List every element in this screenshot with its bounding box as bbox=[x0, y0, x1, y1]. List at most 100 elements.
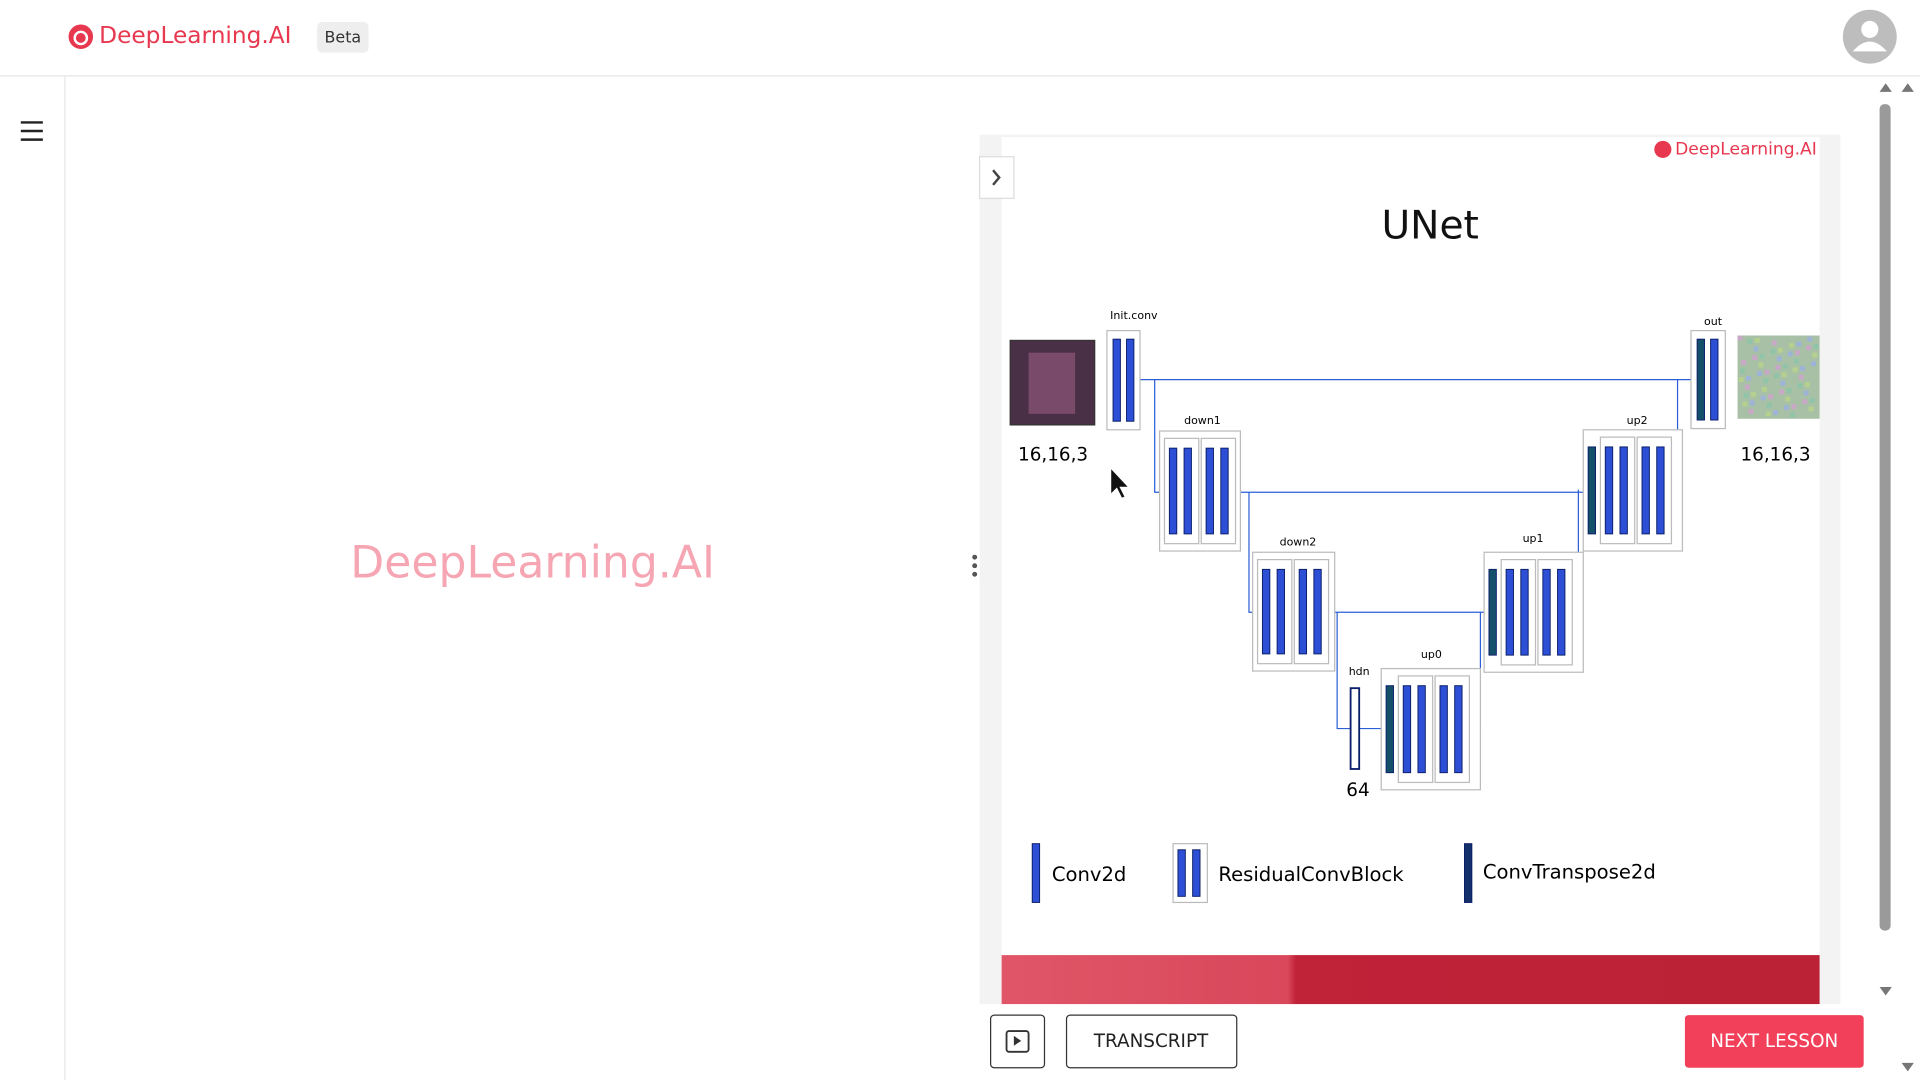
layer-bar bbox=[1604, 446, 1614, 535]
video-placeholder: DeepLearning.AI bbox=[350, 538, 715, 589]
noise-pixel bbox=[1758, 362, 1764, 368]
noise-pixel bbox=[1775, 364, 1781, 370]
noise-pixel bbox=[1763, 378, 1769, 384]
layer-bar bbox=[1349, 687, 1361, 770]
layer-bar bbox=[1464, 843, 1473, 903]
noise-pixel bbox=[1812, 352, 1818, 358]
block-label: up2 bbox=[1627, 414, 1648, 427]
transcript-button[interactable] bbox=[1065, 1014, 1238, 1069]
noise-pixel bbox=[1781, 372, 1787, 378]
noise-pixel bbox=[1771, 340, 1777, 346]
slide-title: UNet bbox=[1381, 203, 1478, 248]
noise-pixel bbox=[1752, 355, 1758, 360]
noise-pixel bbox=[1742, 401, 1748, 407]
bottleneck-size: 64 bbox=[1346, 780, 1369, 801]
layer-bar bbox=[1587, 446, 1596, 535]
panel-toggle[interactable] bbox=[978, 156, 1015, 199]
video-icon bbox=[1005, 1030, 1030, 1053]
play-icon bbox=[1013, 1035, 1022, 1046]
menu-button[interactable] bbox=[20, 121, 43, 141]
layer-bar bbox=[1313, 568, 1322, 655]
noise-pixel bbox=[1808, 406, 1814, 412]
next-lesson-label: NEXT LESSON bbox=[1710, 1031, 1838, 1052]
noise-pixel bbox=[1790, 412, 1796, 418]
legend-label: ResidualConvBlock bbox=[1218, 863, 1404, 886]
noise-pixel bbox=[1751, 391, 1756, 397]
layer-bar bbox=[1619, 446, 1628, 535]
noise-pixel bbox=[1738, 377, 1744, 383]
block-label: up0 bbox=[1421, 648, 1442, 661]
layer-bar bbox=[1439, 685, 1448, 774]
noise-pixel bbox=[1782, 363, 1788, 369]
noise-pixel bbox=[1770, 348, 1776, 354]
beta-badge bbox=[317, 22, 369, 53]
layer-bar bbox=[1557, 568, 1566, 656]
block-label: hdn bbox=[1349, 665, 1370, 678]
noise-pixel bbox=[1791, 404, 1797, 409]
layer-bar bbox=[1031, 843, 1041, 903]
layer-bar bbox=[1261, 568, 1271, 655]
noise-pixel bbox=[1800, 366, 1805, 372]
slide-footer bbox=[1001, 955, 1820, 1005]
noise-pixel bbox=[1762, 386, 1767, 392]
layer-bar bbox=[1656, 446, 1665, 535]
logo-icon-inner bbox=[73, 30, 89, 46]
chevron bbox=[992, 169, 1001, 186]
layer-bar bbox=[1641, 446, 1650, 535]
scrollbar-thumb[interactable] bbox=[1879, 104, 1891, 931]
noise-pixel bbox=[1766, 402, 1772, 408]
noise-pixel bbox=[1807, 336, 1813, 342]
noise-pixel bbox=[1802, 399, 1808, 405]
layer-bar bbox=[1402, 685, 1412, 774]
input-image-sprite bbox=[1028, 352, 1076, 414]
layer-bar bbox=[1710, 338, 1719, 421]
noise-pixel bbox=[1809, 397, 1815, 403]
layer-bar bbox=[1112, 338, 1121, 422]
resize-handle[interactable] bbox=[972, 554, 978, 577]
brand[interactable]: DeepLearning.AI bbox=[99, 22, 291, 49]
slide-logo-icon bbox=[1654, 140, 1672, 158]
noise-pixel bbox=[1741, 360, 1747, 365]
layer-bar bbox=[1454, 685, 1463, 774]
layer-bar bbox=[1488, 568, 1497, 656]
noise-pixel bbox=[1798, 374, 1804, 380]
noise-pixel bbox=[1796, 341, 1802, 347]
block-label: down1 bbox=[1184, 414, 1221, 427]
noise-pixel bbox=[1792, 367, 1798, 373]
noise-pixel bbox=[1746, 375, 1752, 381]
beta-label: Beta bbox=[325, 27, 362, 46]
noise-pixel bbox=[1784, 405, 1789, 411]
block-label: down2 bbox=[1280, 535, 1317, 548]
layer-bar bbox=[1417, 685, 1426, 774]
input-shape: 16,16,3 bbox=[1018, 445, 1088, 466]
noise-pixel bbox=[1776, 356, 1782, 362]
noise-pixel bbox=[1774, 373, 1780, 379]
noise-pixel bbox=[1786, 388, 1792, 394]
block-frame bbox=[1690, 330, 1726, 430]
layer-bar bbox=[1276, 568, 1285, 655]
noise-pixel bbox=[1795, 350, 1800, 356]
noise-pixel bbox=[1787, 351, 1793, 357]
layer-bar bbox=[1168, 447, 1178, 535]
layer-bar bbox=[1505, 568, 1514, 656]
noise-pixel bbox=[1777, 347, 1783, 353]
block-label: up1 bbox=[1523, 532, 1544, 545]
noise-pixel bbox=[1740, 368, 1745, 374]
output-shape: 16,16,3 bbox=[1740, 445, 1810, 466]
layer-bar bbox=[1542, 568, 1551, 656]
layer-bar bbox=[1520, 568, 1529, 656]
block-label: Init.conv bbox=[1110, 309, 1158, 322]
avatar-body bbox=[1852, 41, 1887, 52]
noise-pixel bbox=[1744, 384, 1750, 390]
noise-pixel bbox=[1813, 344, 1819, 349]
noise-pixel bbox=[1753, 346, 1759, 352]
noise-pixel bbox=[1785, 396, 1791, 402]
noise-pixel bbox=[1760, 395, 1766, 401]
noise-pixel bbox=[1768, 394, 1774, 400]
noise-pixel bbox=[1765, 411, 1771, 417]
layer-bar bbox=[1126, 338, 1135, 422]
next-lesson-button[interactable] bbox=[1684, 1015, 1864, 1068]
noise-pixel bbox=[1757, 371, 1763, 376]
